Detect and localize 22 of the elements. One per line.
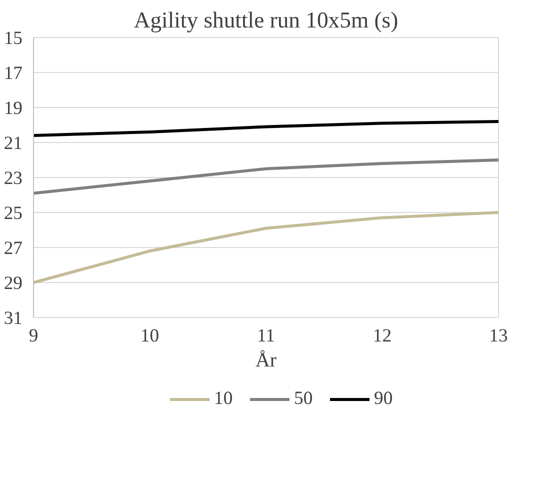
chart-title: Agility shuttle run 10x5m (s): [134, 8, 398, 32]
y-tick-label: 31: [4, 308, 22, 329]
y-tick-label: 15: [4, 28, 22, 49]
line-series: [34, 211, 498, 284]
x-axis-title: År: [255, 350, 277, 372]
y-tick-label: 19: [4, 98, 22, 119]
x-tick-label: 10: [140, 326, 160, 346]
y-tick-label: 29: [4, 273, 22, 294]
y-tick-label: 23: [4, 168, 22, 189]
y-tick-label: 17: [4, 63, 22, 84]
line-series: [34, 158, 498, 195]
line-series: [34, 120, 498, 137]
y-tick-label: 25: [4, 203, 22, 224]
x-tick-label: 12: [372, 326, 392, 346]
legend-label: 90: [374, 388, 394, 410]
y-tick-label: 27: [4, 238, 22, 259]
x-tick-label: 11: [257, 326, 275, 346]
x-tick-label: 13: [489, 326, 508, 346]
x-tick-label: 9: [28, 326, 38, 346]
legend-label: 10: [214, 388, 234, 410]
legend-label: 50: [294, 388, 314, 410]
y-tick-label: 21: [4, 133, 22, 154]
